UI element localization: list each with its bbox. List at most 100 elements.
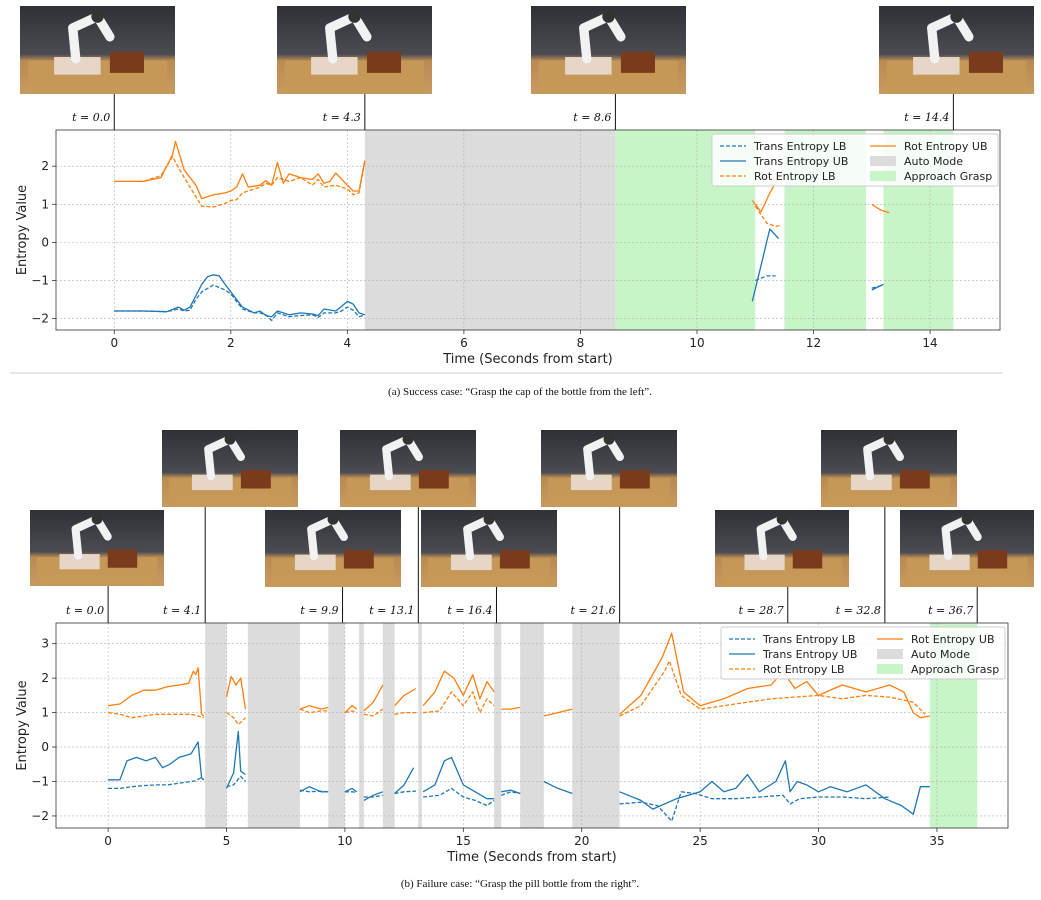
y-tick-label: 1 (41, 197, 49, 211)
x-tick-label: 25 (692, 834, 707, 848)
snapshot-time-label-3: t = 13.1 (369, 604, 414, 617)
snapshot-image-7 (821, 430, 957, 507)
series-0-segment-1 (755, 275, 776, 282)
series-2-segment-3 (344, 710, 358, 714)
snapshot-image-0 (30, 510, 164, 586)
snapshot-image-5 (541, 430, 677, 507)
auto-mode-span-0 (205, 623, 227, 828)
y-tick-label: 3 (41, 637, 49, 651)
series-0-segment-0 (114, 284, 366, 322)
snapshot-time-label-3: t = 14.4 (904, 111, 949, 124)
series-1-segment-0 (108, 741, 205, 781)
chart-success-case: t = 0.0 t = 4.3 t = 8.6 t = 14.40 2 4 6 8 10 12 14… (15, 6, 1034, 367)
series-1-segment-2 (871, 283, 884, 291)
y-tick-label: 0 (41, 235, 49, 249)
series-3-segment-8 (543, 708, 573, 717)
x-tick-label: 35 (929, 834, 944, 848)
snapshot-image-4 (421, 510, 557, 587)
snapshot-time-label-4: t = 16.4 (447, 604, 492, 617)
x-axis-label: Time (Seconds from start) (446, 850, 617, 865)
snapshot-time-label-2: t = 8.6 (573, 111, 611, 124)
legend-label-4: Auto Mode (904, 155, 963, 168)
snapshot-image-6 (715, 510, 849, 587)
series-0-segment-4 (363, 794, 383, 798)
x-tick-label: 5 (223, 834, 231, 848)
legend-label-3: Rot Entropy UB (911, 633, 995, 646)
series-0-segment-8 (619, 791, 890, 822)
y-tick-label: −1 (31, 774, 49, 788)
y-tick-label: −2 (31, 809, 49, 823)
series-3-segment-2 (871, 203, 890, 214)
series-0-segment-1 (226, 775, 246, 788)
chart-failure-case: t = 0.0 t = 4.1 t = 9.9 t = 13.1 t = 16.4 t =… (15, 430, 1034, 865)
y-axis-label: Entropy Value (15, 680, 30, 770)
series-1-segment-1 (225, 730, 246, 789)
series-2-segment-7 (619, 660, 926, 717)
caption-b: (b) Failure case: “Grasp the pill bottle… (401, 878, 640, 890)
y-tick-label: −1 (31, 273, 49, 287)
x-tick-label: 0 (110, 336, 118, 350)
series-2-segment-0 (108, 711, 205, 719)
auto-mode-span-6 (494, 623, 502, 828)
x-tick-label: 6 (460, 336, 468, 350)
x-tick-label: 14 (922, 336, 937, 350)
legend-swatch-4 (877, 649, 903, 659)
series-2-segment-1 (226, 712, 246, 726)
series-3-segment-4 (363, 684, 384, 712)
snapshot-image-1 (277, 6, 432, 94)
x-tick-label: 30 (811, 834, 826, 848)
series-0-segment-6 (423, 787, 495, 807)
series-2-segment-2 (299, 708, 329, 714)
x-tick-label: 4 (344, 336, 352, 350)
plot-frame (55, 129, 1001, 331)
legend-label-4: Auto Mode (911, 648, 970, 661)
y-tick-label: 2 (41, 671, 49, 685)
snapshot-time-label-6: t = 28.7 (739, 604, 784, 617)
legend-swatch-4 (870, 156, 896, 166)
series-2-segment-4 (363, 708, 384, 717)
legend-label-1: Trans Entropy UB (762, 648, 857, 661)
legend-label-5: Approach Grasp (911, 663, 999, 676)
snapshot-time-label-2: t = 9.9 (300, 604, 338, 617)
series-3-segment-5 (394, 687, 417, 707)
snapshot-time-label-8: t = 36.7 (928, 604, 973, 617)
auto-mode-span-4 (382, 623, 395, 828)
series-1-segment-3 (344, 787, 358, 793)
snapshot-image-2 (531, 6, 686, 94)
auto-mode-span-8 (572, 623, 620, 828)
series-1-segment-2 (299, 786, 329, 793)
snapshot-time-label-7: t = 32.8 (836, 604, 881, 617)
auto-mode-span-7 (520, 623, 544, 828)
x-tick-label: 0 (104, 834, 112, 848)
legend-swatch-5 (877, 664, 903, 674)
series-1-segment-4 (363, 791, 384, 801)
series-3-segment-2 (299, 705, 329, 710)
auto-mode-span-1 (247, 623, 300, 828)
series-1-segment-9 (619, 760, 930, 815)
x-tick-label: 10 (337, 834, 352, 848)
series-2-segment-1 (754, 205, 782, 228)
x-tick-label: 8 (577, 336, 585, 350)
snapshot-image-3 (879, 6, 1034, 94)
legend-label-3: Rot Entropy UB (904, 140, 988, 153)
series-2-segment-0 (114, 156, 366, 208)
series-0-segment-3 (344, 791, 357, 794)
auto-mode-span-0 (364, 130, 616, 330)
series-3-segment-3 (344, 705, 358, 714)
series-3-segment-6 (422, 670, 495, 707)
series-3-segment-0 (108, 667, 205, 717)
y-tick-label: 2 (41, 159, 49, 173)
snapshot-image-8 (900, 510, 1034, 587)
snapshot-image-0 (20, 6, 175, 94)
series-1-segment-5 (394, 767, 415, 794)
x-tick-label: 12 (806, 336, 821, 350)
series-1-segment-0 (114, 274, 366, 318)
snapshot-image-2 (265, 510, 401, 587)
legend-label-2: Rot Entropy LB (763, 663, 845, 676)
legend-swatch-5 (870, 171, 896, 181)
snapshot-time-label-5: t = 21.6 (570, 604, 615, 617)
series-1-segment-7 (501, 789, 521, 795)
series-3-segment-7 (501, 706, 521, 710)
snapshot-time-label-0: t = 0.0 (66, 604, 104, 617)
